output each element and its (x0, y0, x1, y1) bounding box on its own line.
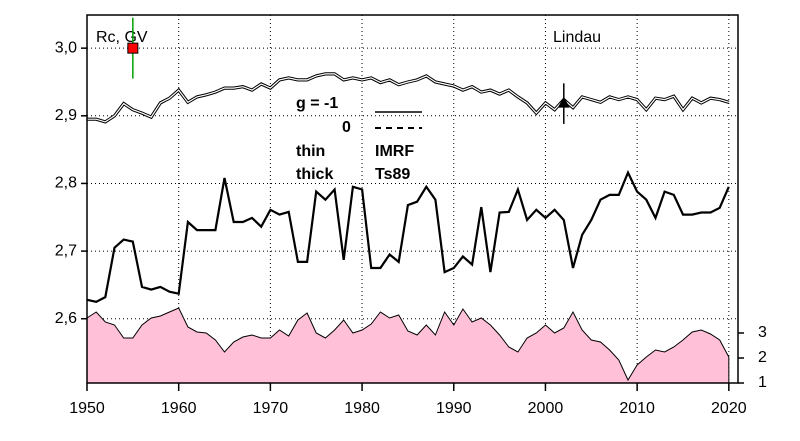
y-tick-label: 2,7 (55, 242, 77, 259)
y2-tick-label: 3 (758, 324, 767, 341)
x-tick-label: 2000 (528, 400, 564, 417)
y-axis-label: Rc, GV (96, 29, 148, 46)
point-marker (557, 96, 570, 108)
station-label: Lindau (553, 29, 601, 46)
x-tick-label: 2010 (619, 400, 655, 417)
x-tick-label: 2020 (711, 400, 747, 417)
y2-tick-label: 2 (758, 349, 767, 366)
legend-text: 0 (342, 119, 351, 136)
point-marker (127, 42, 139, 54)
line (86, 169, 730, 303)
kp-area (86, 307, 730, 384)
plot-frame (86, 14, 739, 384)
legend-text: IMRF (375, 143, 414, 160)
line (87, 73, 729, 123)
x-tick-label: 1950 (69, 400, 105, 417)
y-tick-label: 2,8 (55, 175, 77, 192)
legend-text: thick (296, 166, 333, 183)
y2-tick-label: 1 (758, 374, 767, 391)
x-tick-label: 1990 (436, 400, 472, 417)
legend-text: Ts89 (375, 166, 410, 183)
x-tick-label: 1970 (253, 400, 289, 417)
x-tick-label: 1960 (161, 400, 197, 417)
y-tick-label: 2,9 (55, 107, 77, 124)
y-tick-label: 3,0 (55, 39, 77, 56)
legend-text: g = -1 (296, 95, 338, 112)
legend-text: thin (296, 143, 325, 160)
x-tick-label: 1980 (344, 400, 380, 417)
y-tick-label: 2,6 (55, 310, 77, 327)
